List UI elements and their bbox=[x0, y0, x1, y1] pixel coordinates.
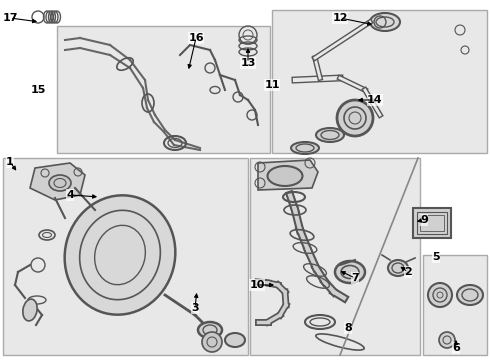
Text: 7: 7 bbox=[351, 273, 359, 283]
Text: 2: 2 bbox=[404, 267, 412, 277]
Ellipse shape bbox=[49, 175, 71, 191]
Bar bbox=[420, 215, 444, 231]
Text: 6: 6 bbox=[452, 343, 460, 353]
Text: 1: 1 bbox=[6, 157, 14, 167]
Ellipse shape bbox=[388, 260, 408, 276]
Bar bbox=[272, 10, 487, 153]
Text: 10: 10 bbox=[249, 280, 265, 290]
Text: 4: 4 bbox=[66, 190, 74, 200]
Ellipse shape bbox=[370, 13, 400, 31]
Ellipse shape bbox=[268, 166, 302, 186]
Ellipse shape bbox=[198, 322, 222, 338]
Text: 17: 17 bbox=[2, 13, 18, 23]
Ellipse shape bbox=[291, 142, 319, 154]
Text: 12: 12 bbox=[332, 13, 348, 23]
Bar bbox=[3, 158, 248, 355]
Polygon shape bbox=[30, 163, 85, 200]
Text: 14: 14 bbox=[367, 95, 383, 105]
Ellipse shape bbox=[457, 285, 483, 305]
Text: 3: 3 bbox=[191, 303, 199, 313]
Bar bbox=[57, 26, 270, 153]
Text: 16: 16 bbox=[188, 33, 204, 43]
Text: 15: 15 bbox=[30, 85, 46, 95]
Circle shape bbox=[439, 332, 455, 348]
Circle shape bbox=[428, 283, 452, 307]
Ellipse shape bbox=[225, 333, 245, 347]
Text: 11: 11 bbox=[264, 80, 280, 90]
Polygon shape bbox=[258, 160, 318, 190]
Text: 13: 13 bbox=[240, 58, 256, 68]
Bar bbox=[423, 255, 487, 355]
Text: 8: 8 bbox=[344, 323, 352, 333]
Ellipse shape bbox=[316, 128, 344, 142]
Bar bbox=[250, 158, 420, 355]
Ellipse shape bbox=[65, 195, 175, 315]
Ellipse shape bbox=[335, 261, 365, 283]
Text: 9: 9 bbox=[420, 215, 428, 225]
Bar bbox=[413, 208, 451, 238]
Text: 5: 5 bbox=[432, 252, 440, 262]
Bar bbox=[417, 212, 447, 234]
Circle shape bbox=[337, 100, 373, 136]
Ellipse shape bbox=[23, 299, 37, 321]
Circle shape bbox=[202, 332, 222, 352]
